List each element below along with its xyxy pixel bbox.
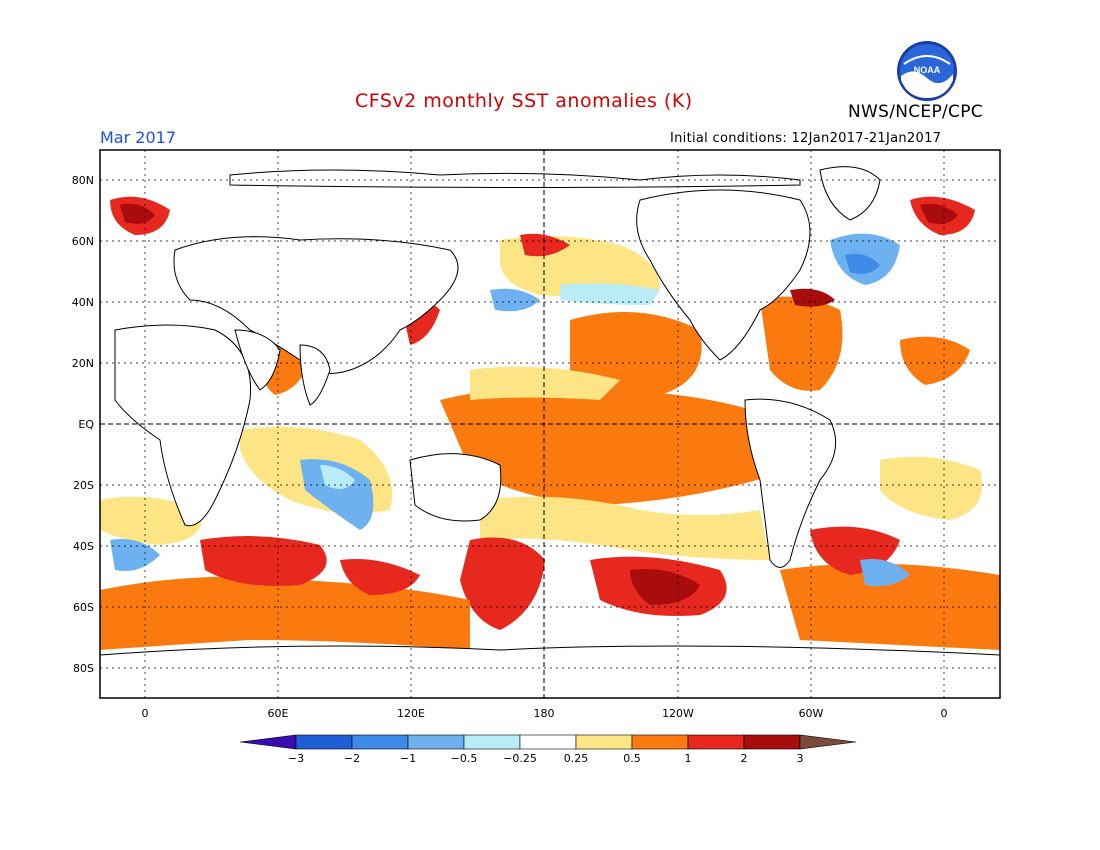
colorbar: −3 −2 −1 −0.5 −0.25 0.25 0.5 1 2 3 [239,734,857,765]
lat-label: 60N [72,235,94,248]
colorbar-tick-label: 3 [797,752,804,765]
longitude-axis: 0 60E 120E 180 120W 60W 0 [142,707,948,720]
lon-label: 180 [534,707,555,720]
colorbar-tick-label: 1 [685,752,692,765]
anomaly-field [100,150,1000,698]
colorbar-tick-label: −0.5 [451,752,478,765]
colorbar-swatch [463,734,521,750]
land-masses [100,166,1000,698]
noaa-logo-text: NOAA [914,65,941,75]
colorbar-tick-label: 2 [741,752,748,765]
lat-label: EQ [78,418,94,431]
colorbar-tick-label: −2 [344,752,360,765]
colorbar-arrow-high [799,734,857,750]
colorbar-tick-label: 0.25 [564,752,589,765]
colorbar-swatch [519,734,577,750]
lon-label: 60W [799,707,824,720]
graticule [100,150,1000,698]
map-title: CFSv2 monthly SST anomalies (K) [355,90,693,112]
colorbar-swatch [687,734,745,750]
colorbar-tick-label: −1 [400,752,416,765]
colorbar-swatch [631,734,689,750]
lon-label: 120W [662,707,694,720]
lon-label: 0 [142,707,149,720]
colorbar-tick-label: −0.25 [503,752,537,765]
agency-label: NWS/NCEP/CPC [848,102,983,122]
lat-label: 40S [73,540,94,553]
colorbar-swatch [575,734,633,750]
colorbar-tick-label: 0.5 [623,752,641,765]
noaa-logo-icon: NOAA [897,41,957,101]
lat-label: 20S [73,479,94,492]
lat-label: 80S [73,662,94,675]
lat-label: 60S [73,601,94,614]
colorbar-swatch [407,734,465,750]
valid-month-label: Mar 2017 [100,128,176,147]
colorbar-swatch [295,734,353,750]
lat-label: 40N [72,296,94,309]
colorbar-swatch [351,734,409,750]
initial-conditions-label: Initial conditions: 12Jan2017-21Jan2017 [670,131,942,146]
lat-label: 80N [72,174,94,187]
colorbar-arrow-low [239,734,297,750]
lon-label: 60E [268,707,289,720]
lat-label: 20N [72,357,94,370]
colorbar-swatch [743,734,801,750]
lon-label: 0 [941,707,948,720]
lon-label: 120E [397,707,425,720]
latitude-axis: 80N 60N 40N 20N EQ 20S 40S 60S 80S [72,174,95,675]
colorbar-tick-label: −3 [288,752,304,765]
